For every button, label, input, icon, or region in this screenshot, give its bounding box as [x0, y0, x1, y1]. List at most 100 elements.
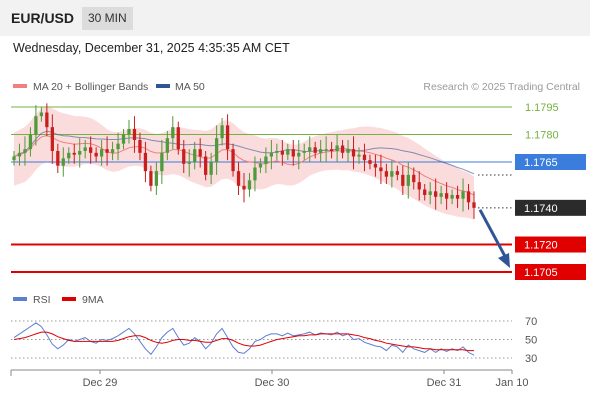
levels: 1.1795 1.1780 1.1765 1.1740 1.1720 1.1705: [11, 102, 586, 280]
candle-body-14: [89, 147, 93, 153]
candle-body-36: [209, 162, 213, 175]
x-tick-label-2: Dec 31: [427, 377, 462, 389]
candle-body-22: [132, 129, 137, 140]
candle-body-71: [401, 174, 405, 186]
candle-body-17: [105, 149, 109, 153]
candle-body-48: [275, 151, 279, 153]
candle-body-77: [434, 191, 438, 197]
candle-body-3: [28, 134, 33, 150]
candle-body-19: [116, 143, 120, 150]
candle-body-13: [83, 147, 87, 151]
candle-body-74: [417, 182, 421, 190]
candle-body-35: [204, 156, 208, 175]
candle-body-7: [50, 127, 54, 151]
candle-body-30: [176, 127, 180, 150]
candle-body-0: [12, 156, 16, 161]
candle-body-23: [138, 140, 142, 153]
legend-rsi-ma-swatch: [62, 297, 76, 301]
bollinger-band: [14, 106, 474, 220]
rsi-tick-1: 50: [525, 335, 537, 347]
legend-rsi-label: RSI: [33, 294, 51, 306]
arrow-head: [498, 253, 510, 268]
legend-ma50-swatch: [156, 84, 170, 88]
candle-body-73: [412, 174, 416, 183]
candle-body-80: [450, 195, 454, 199]
rsi-tick-0: 70: [525, 316, 537, 328]
candle-body-25: [149, 171, 153, 186]
candle-body-65: [368, 160, 372, 164]
candle-body-70: [395, 171, 399, 175]
candle-body-84: [472, 202, 476, 208]
x-tick-label-0: Dec 29: [83, 377, 118, 389]
candle-body-11: [72, 152, 76, 155]
candle-body-51: [291, 149, 295, 157]
candle-body-44: [253, 167, 257, 181]
candle-body-31: [182, 149, 186, 164]
candle-body-39: [225, 125, 230, 150]
level-tag-2: [515, 154, 586, 170]
timestamp: Wednesday, December 31, 2025 4:35:35 AM …: [13, 41, 290, 55]
arrow-shaft: [478, 209, 509, 261]
candle-body-57: [324, 149, 328, 151]
instrument-title: EUR/USD: [11, 10, 75, 26]
forecast-arrow: [478, 209, 510, 268]
candle-body-1: [17, 152, 22, 157]
candle-body-15: [94, 152, 98, 157]
legend-rsi-ma-label: 9MA: [82, 294, 104, 306]
rsi-tick-2: 30: [525, 353, 537, 365]
legend-bollinger-label: MA 20 + Bollinger Bands: [33, 81, 148, 93]
candle-body-82: [461, 191, 465, 199]
candle-body-42: [242, 185, 246, 190]
candle-body-54: [308, 147, 312, 151]
candle-body-79: [444, 193, 449, 199]
candle-body-6: [45, 112, 49, 128]
candle-body-18: [110, 149, 115, 153]
candle-body-27: [160, 152, 164, 172]
candle-body-21: [127, 129, 131, 135]
candle-body-43: [247, 180, 252, 190]
level-tag-5: [515, 264, 586, 280]
candles: [12, 103, 476, 219]
current-price-tag: [515, 199, 586, 216]
candle-body-10: [67, 152, 71, 159]
candle-body-64: [362, 154, 367, 161]
candle-body-28: [165, 138, 169, 153]
candle-body-56: [319, 149, 323, 153]
candle-body-81: [455, 195, 460, 199]
candle-body-2: [23, 149, 27, 153]
candle-body-67: [379, 167, 383, 172]
candle-body-38: [220, 125, 224, 139]
candle-body-78: [439, 193, 443, 197]
rsi-panel: 70 50 30: [11, 316, 537, 365]
candle-body-69: [390, 171, 394, 177]
legend-ma50-label: MA 50: [175, 81, 205, 93]
candle-body-40: [231, 149, 235, 172]
candle-body-46: [264, 156, 268, 164]
chart-credit: Research © 2025 Trading Central: [423, 81, 580, 93]
candle-body-58: [329, 149, 334, 151]
candle-body-20: [121, 134, 126, 144]
candle-body-76: [428, 191, 432, 195]
candle-body-41: [236, 171, 241, 186]
candle-body-5: [39, 112, 44, 117]
candle-body-29: [171, 127, 175, 139]
top-bar: EUR/USD 30 MIN: [0, 0, 590, 36]
candle-body-59: [335, 145, 339, 151]
candle-body-4: [34, 116, 38, 135]
candle-body-62: [351, 149, 356, 157]
current-price-label: 1.1740: [524, 203, 558, 215]
candle-body-8: [56, 151, 60, 166]
legend-rsi-swatch: [13, 297, 27, 301]
level-label-4: 1.1720: [524, 240, 558, 252]
timeframe-badge[interactable]: 30 MIN: [82, 7, 133, 30]
candle-body-52: [297, 152, 301, 157]
candle-body-60: [340, 145, 345, 153]
candle-body-75: [423, 189, 427, 195]
candle-body-47: [269, 152, 274, 157]
level-label-1: 1.1780: [525, 130, 559, 142]
candle-body-26: [154, 171, 159, 186]
candle-body-55: [313, 147, 317, 153]
candle-body-33: [193, 149, 197, 162]
candle-body-68: [384, 171, 389, 177]
